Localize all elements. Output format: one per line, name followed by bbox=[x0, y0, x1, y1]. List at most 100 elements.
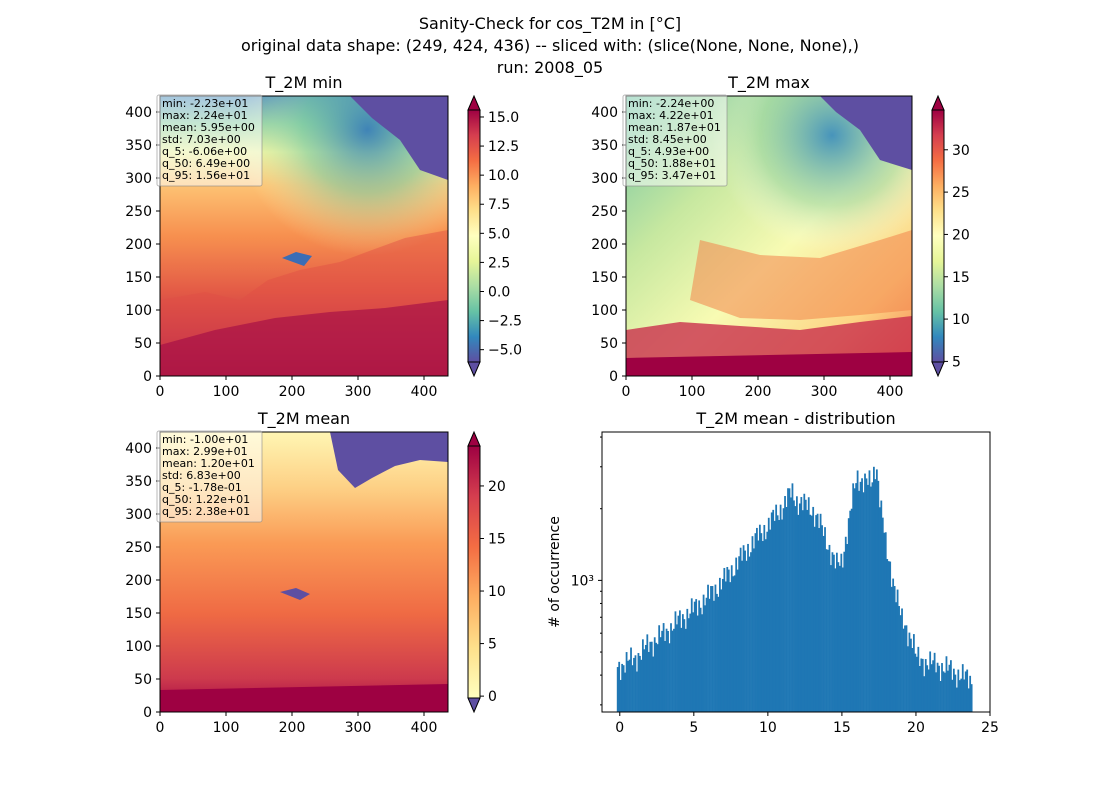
histogram-bar bbox=[658, 625, 661, 712]
histogram-bar bbox=[790, 497, 792, 712]
histogram-bar bbox=[760, 533, 763, 712]
histogram-bar bbox=[798, 503, 801, 712]
panel-min: T_2M min 0 100 200 300 400 0 50 100 150 … bbox=[125, 73, 522, 400]
panel-max-ytick-label: 350 bbox=[591, 138, 618, 154]
colorbar-tick-label: 2.5 bbox=[488, 255, 510, 271]
panel-min-ytick-label: 100 bbox=[125, 303, 152, 319]
histogram-bar bbox=[926, 665, 929, 712]
panel-max-xtick-label: 100 bbox=[679, 384, 706, 400]
histogram-bar bbox=[735, 557, 738, 712]
panel-max-ytick-label: 0 bbox=[609, 369, 618, 385]
histogram-bar bbox=[668, 643, 671, 712]
panel-max-frame bbox=[625, 95, 913, 377]
histogram-bar bbox=[714, 584, 717, 712]
histogram-bar bbox=[804, 499, 807, 712]
colorbar-tick-label: −2.5 bbox=[488, 314, 522, 330]
stat-line: min: -1.00e+01 bbox=[162, 433, 248, 446]
histogram-bar bbox=[736, 569, 739, 712]
stat-line: q_50: 1.88e+01 bbox=[628, 157, 716, 170]
stat-line: std: 8.45e+00 bbox=[628, 133, 707, 146]
histogram-bar bbox=[807, 497, 810, 712]
panel-mean-ytick-label: 50 bbox=[134, 672, 152, 688]
histogram-bar bbox=[911, 647, 914, 712]
histogram-bar bbox=[920, 658, 923, 712]
colorbar-tick-label: 0 bbox=[488, 689, 497, 705]
histogram-bar bbox=[754, 533, 757, 712]
panel-min-ytick-label: 300 bbox=[125, 171, 152, 187]
panel-mean-xticks: 0 100 200 300 400 bbox=[156, 712, 437, 736]
figure-title-line-2: original data shape: (249, 424, 436) -- … bbox=[241, 36, 859, 55]
histogram-bar bbox=[963, 679, 966, 712]
histogram-bar bbox=[705, 597, 708, 712]
histogram-bar bbox=[910, 638, 912, 712]
histogram-bar bbox=[624, 672, 626, 712]
histogram-bar bbox=[656, 644, 659, 712]
histogram-bar bbox=[844, 536, 847, 712]
histogram-bar bbox=[662, 623, 665, 712]
histogram-bar bbox=[721, 578, 724, 712]
colorbar-tick-label: 10.0 bbox=[488, 168, 519, 184]
histogram-bar bbox=[831, 552, 834, 712]
histogram-bar bbox=[821, 525, 823, 712]
histogram-bar bbox=[958, 680, 961, 712]
panel-min-xtick-label: 100 bbox=[213, 384, 240, 400]
histogram-bar bbox=[727, 569, 730, 712]
histogram-bar bbox=[941, 663, 943, 712]
panel-min-stats-box: min: -2.23e+01 max: 2.24e+01 mean: 5.95e… bbox=[156, 94, 263, 187]
figure-title-line-1: Sanity-Check for cos_T2M in [°C] bbox=[419, 14, 681, 34]
panel-mean-stats-box: min: -1.00e+01 max: 2.99e+01 mean: 1.20e… bbox=[156, 430, 263, 523]
histogram-bar bbox=[787, 488, 789, 712]
histogram-bar bbox=[747, 543, 749, 712]
panel-max-xtick-label: 0 bbox=[622, 384, 631, 400]
histogram-bar bbox=[679, 610, 681, 712]
panel-max-ytick-label: 50 bbox=[600, 336, 618, 352]
histogram-bar bbox=[776, 515, 779, 712]
colorbar-tick-label: 5 bbox=[488, 637, 497, 653]
histogram-bar bbox=[716, 593, 718, 712]
histogram-bar bbox=[969, 675, 972, 712]
histogram-bar bbox=[834, 568, 837, 712]
histogram-bar bbox=[729, 582, 732, 712]
histogram-bar bbox=[917, 646, 920, 712]
stat-line: q_50: 1.22e+01 bbox=[162, 493, 250, 506]
histogram-bar bbox=[966, 669, 969, 712]
histogram-bar bbox=[927, 669, 930, 712]
histogram-bar bbox=[797, 514, 800, 712]
histogram-bar bbox=[852, 483, 855, 712]
colorbar-tick-label: 25 bbox=[952, 185, 970, 201]
histogram-bar bbox=[733, 575, 736, 712]
panel-min-ytick-label: 400 bbox=[125, 105, 152, 121]
stat-line: q_95: 2.38e+01 bbox=[162, 505, 250, 518]
histogram-bar bbox=[923, 676, 926, 712]
panel-max-heatmap bbox=[626, 96, 912, 376]
histogram-bar bbox=[622, 665, 625, 712]
panel-mean-colorbar: 0 5 10 15 20 bbox=[467, 430, 506, 714]
histogram-bar bbox=[640, 659, 643, 712]
histogram-bar bbox=[757, 540, 760, 712]
panel-mean-title: T_2M mean bbox=[257, 409, 350, 429]
histogram-bar bbox=[877, 480, 880, 712]
histogram-bar bbox=[884, 532, 887, 712]
panel-mean-xtick-label: 200 bbox=[279, 720, 306, 736]
histogram-bar bbox=[939, 681, 942, 712]
histogram-bars bbox=[616, 466, 973, 712]
panel-mean-colorbar-ticks: 0 5 10 15 20 bbox=[480, 479, 506, 705]
panel-mean-ytick-label: 100 bbox=[125, 639, 152, 655]
panel-min-xtick-label: 0 bbox=[156, 384, 165, 400]
histogram-bar bbox=[773, 520, 776, 712]
histogram-frame bbox=[601, 431, 991, 713]
histogram-bar bbox=[827, 549, 829, 712]
colorbar-tick-label: 5 bbox=[952, 354, 961, 370]
histogram-bar bbox=[890, 586, 893, 712]
histogram-bar bbox=[683, 619, 686, 712]
histogram-bar bbox=[659, 637, 662, 712]
colorbar-tick-label: 7.5 bbox=[488, 197, 510, 213]
colorbar-tick-label: 10 bbox=[952, 312, 970, 328]
panel-mean-ytick-label: 0 bbox=[143, 705, 152, 721]
histogram-bar bbox=[670, 623, 672, 712]
histogram-bar bbox=[853, 488, 856, 712]
histogram-bar bbox=[785, 506, 788, 712]
histogram-bar bbox=[970, 684, 973, 712]
histogram-bar bbox=[907, 646, 909, 712]
histogram-bar bbox=[702, 594, 705, 712]
